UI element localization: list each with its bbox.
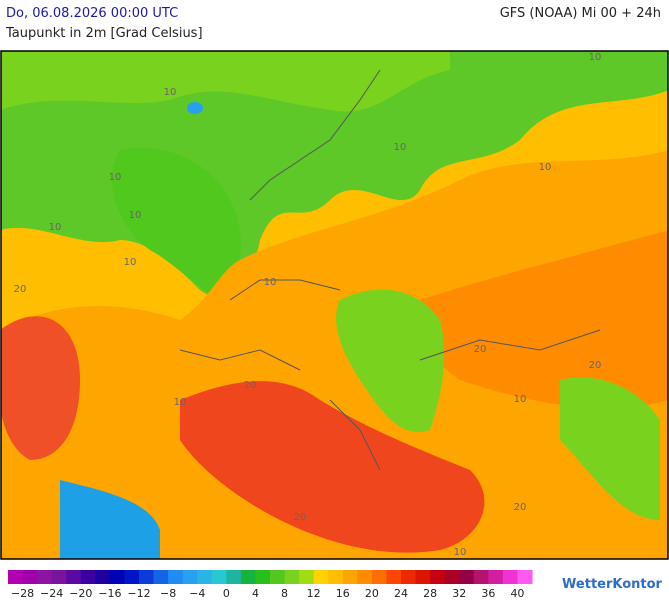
legend-swatch <box>226 570 242 584</box>
legend-swatch <box>459 570 475 584</box>
brand: WetterKontor <box>562 577 663 592</box>
legend-swatch <box>357 570 373 584</box>
model-run: GFS (NOAA) Mi 00 + 24h <box>499 6 661 21</box>
contour-label: 10 <box>124 257 137 268</box>
legend-swatch <box>430 570 446 584</box>
legend-swatch <box>153 570 169 584</box>
field-blue-sahara <box>60 480 160 559</box>
field-orange-east <box>417 230 668 409</box>
contour-label: 10 <box>264 277 277 288</box>
legend-label: −12 <box>127 587 150 600</box>
legend-swatch <box>270 570 286 584</box>
contour-label: 10 <box>539 162 552 173</box>
field-green-sea <box>111 147 241 300</box>
legend-swatch <box>197 570 213 584</box>
coastline <box>179 69 601 471</box>
legend-label: 24 <box>394 587 408 600</box>
contour-label: 10 <box>394 142 407 153</box>
legend-swatch <box>488 570 504 584</box>
contour-label: 20 <box>474 344 487 355</box>
legend-swatch <box>124 570 140 584</box>
legend-swatch <box>342 570 358 584</box>
contour-label: 10 <box>49 222 62 233</box>
contour-label: 20 <box>589 360 602 371</box>
legend-swatch <box>517 570 533 584</box>
legend-swatch <box>415 570 431 584</box>
legend-label: −16 <box>98 587 121 600</box>
legend-swatch <box>284 570 300 584</box>
legend-swatch <box>371 570 387 584</box>
field-green-balkans <box>336 289 445 432</box>
legend-swatch <box>401 570 417 584</box>
legend-swatch <box>22 570 38 584</box>
contour-label: 10 <box>164 87 177 98</box>
contour-label: 20 <box>14 284 27 295</box>
legend-swatch <box>473 570 489 584</box>
parameter: Taupunkt in 2m [Grad Celsius] <box>6 26 203 41</box>
contour-label: 10 <box>109 172 122 183</box>
legend-swatch <box>328 570 344 584</box>
legend: −28 −24 −20 −16 −12 −8 −4 0 4 8 12 16 20 24 28 32 36 40 <box>8 570 533 600</box>
map-frame <box>0 50 669 560</box>
contour-label: 10 <box>129 210 142 221</box>
legend-swatch <box>168 570 184 584</box>
legend-swatch <box>8 570 24 584</box>
contour-label: 20 <box>294 512 307 523</box>
field-blue-spot <box>187 102 203 114</box>
legend-swatch <box>51 570 67 584</box>
field-red-atlantic <box>1 316 80 460</box>
legend-label: 28 <box>423 587 437 600</box>
legend-swatch <box>502 570 518 584</box>
legend-swatch <box>444 570 460 584</box>
legend-label: −24 <box>40 587 63 600</box>
contour-label: 20 <box>244 380 257 391</box>
legend-label: 0 <box>223 587 230 600</box>
field-orange <box>1 150 668 559</box>
legend-swatch <box>95 570 111 584</box>
legend-label: −28 <box>11 587 34 600</box>
legend-swatch <box>37 570 53 584</box>
legend-label: 16 <box>336 587 350 600</box>
map-field <box>1 51 668 559</box>
legend-label: −8 <box>160 587 176 600</box>
legend-swatch <box>66 570 82 584</box>
field-red-med <box>180 381 485 553</box>
legend-swatch <box>109 570 125 584</box>
legend-label: −4 <box>189 587 205 600</box>
legend-swatch <box>182 570 198 584</box>
legend-label: 20 <box>365 587 379 600</box>
legend-label: 12 <box>307 587 321 600</box>
legend-label: 40 <box>510 587 524 600</box>
legend-label: 32 <box>452 587 466 600</box>
contour-label: 10 <box>514 394 527 405</box>
contour-label: 10 <box>589 52 602 63</box>
contour-label: 20 <box>514 502 527 513</box>
contour-label: 10 <box>454 547 467 558</box>
field-green-east <box>560 377 660 520</box>
legend-swatch <box>313 570 329 584</box>
legend-label: 36 <box>481 587 495 600</box>
legend-swatch <box>139 570 155 584</box>
contour-label: 10 <box>174 397 187 408</box>
legend-label: 8 <box>281 587 288 600</box>
legend-swatch <box>255 570 271 584</box>
legend-swatch <box>211 570 227 584</box>
legend-label: 4 <box>252 587 259 600</box>
legend-swatch <box>299 570 315 584</box>
field-lime-north <box>1 51 450 112</box>
contour-labels: 10 10 10 10 10 10 10 10 10 10 20 20 20 20 20 20 10 10 <box>14 52 602 558</box>
legend-swatch <box>240 570 256 584</box>
legend-swatch <box>80 570 96 584</box>
legend-swatch <box>386 570 402 584</box>
run-time: Do, 06.08.2026 00:00 UTC <box>6 6 179 21</box>
legend-label: −20 <box>69 587 92 600</box>
